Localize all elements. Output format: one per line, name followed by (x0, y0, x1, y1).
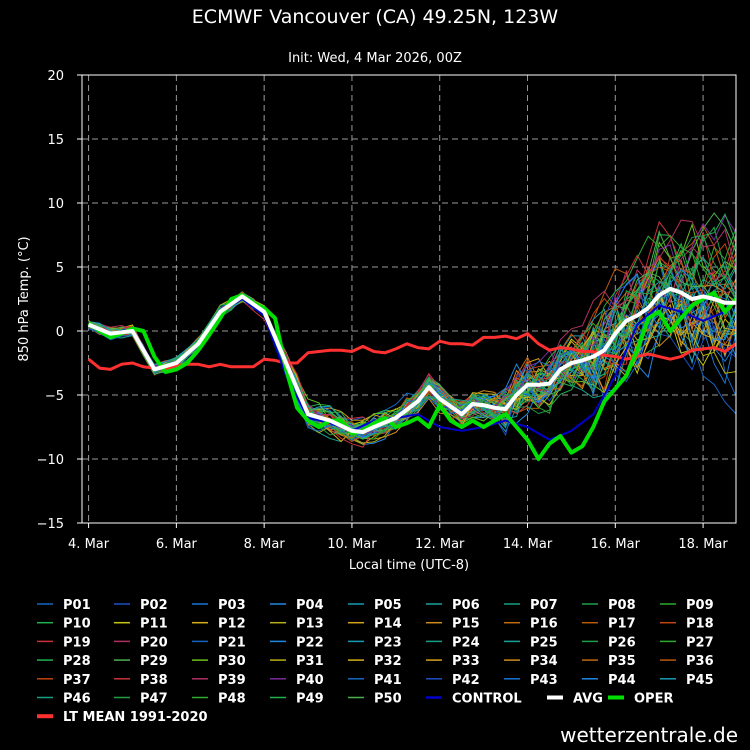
legend-label-p42: P42 (452, 673, 480, 688)
y-tick-label: 10 (47, 197, 64, 212)
legend-label-p39: P39 (218, 673, 246, 688)
plot-frame (81, 74, 737, 524)
y-tick-label: 0 (56, 325, 64, 340)
series-line-avg (87, 286, 736, 435)
legend-label-p09: P09 (686, 598, 714, 613)
legend-label-p23: P23 (374, 635, 402, 650)
x-tick-label: 18. Mar (678, 537, 728, 552)
legend-label-p22: P22 (296, 635, 324, 650)
legend-label-p15: P15 (452, 617, 480, 632)
legend-label-p25: P25 (530, 635, 558, 650)
legend-label-avg: AVG (573, 692, 603, 707)
legend-label-p26: P26 (608, 635, 636, 650)
legend-label-p03: P03 (218, 598, 246, 613)
legend-label-p18: P18 (686, 617, 714, 632)
x-tick-label: 4. Mar (68, 537, 110, 552)
y-tick-label: 5 (56, 261, 64, 276)
legend-label-p02: P02 (140, 598, 168, 613)
main-series (87, 286, 736, 461)
x-tick-label: 8. Mar (244, 537, 286, 552)
legend-label-p21: P21 (218, 635, 246, 650)
legend-label-p45: P45 (686, 673, 714, 688)
legend-label-p13: P13 (296, 617, 324, 632)
series-line-oper (87, 290, 736, 461)
legend-label-p27: P27 (686, 635, 714, 650)
legend-label-p30: P30 (218, 654, 246, 669)
legend-label-p07: P07 (530, 598, 558, 613)
x-tick-label: 12. Mar (415, 537, 465, 552)
y-tick-label: 15 (47, 133, 64, 148)
chart-subtitle: Init: Wed, 4 Mar 2026, 00Z (288, 51, 462, 66)
y-tick-label: −10 (37, 453, 64, 468)
x-tick-label: 10. Mar (327, 537, 377, 552)
legend-label-p12: P12 (218, 617, 246, 632)
legend-label-p47: P47 (140, 692, 168, 707)
y-tick-label: −15 (37, 517, 64, 532)
legend-label-p24: P24 (452, 635, 480, 650)
series-line-lt-mean-1991-2020 (87, 332, 736, 371)
x-tick-label: 16. Mar (591, 537, 641, 552)
watermark: wetterzentrale.de (560, 723, 738, 747)
legend-label-p20: P20 (140, 635, 168, 650)
legend-label-p08: P08 (608, 598, 636, 613)
legend-label-p35: P35 (608, 654, 636, 669)
legend-label-p14: P14 (374, 617, 402, 632)
x-tick-label: 6. Mar (156, 537, 198, 552)
axis-ticks: −15 −10 −5 0 5 10 15 20 4. Mar 6. Mar 8. Mar 10. Ma… (37, 69, 729, 552)
legend-label-control: CONTROL (452, 692, 522, 707)
legend-label-p19: P19 (63, 635, 91, 650)
legend-label-p32: P32 (374, 654, 402, 669)
legend-label-p48: P48 (218, 692, 246, 707)
legend-label-p40: P40 (296, 673, 324, 688)
legend-label-p33: P33 (452, 654, 480, 669)
ensemble-members (88, 212, 736, 448)
legend-label-p50: P50 (374, 692, 402, 707)
y-tick-label: −5 (45, 389, 64, 404)
legend-label-p37: P37 (63, 673, 91, 688)
legend-label-p43: P43 (530, 673, 558, 688)
legend-label-lt-mean: LT MEAN 1991-2020 (63, 710, 208, 725)
legend-label-p34: P34 (530, 654, 558, 669)
x-tick-label: 14. Mar (503, 537, 553, 552)
legend-label-p17: P17 (608, 617, 636, 632)
legend: P01 P02 P03 P04 P05 P06 P07 P08 P09 P10 P11 P12 P13 P… (37, 598, 714, 725)
legend-label-p36: P36 (686, 654, 714, 669)
legend-label-p29: P29 (140, 654, 168, 669)
legend-label-oper: OPER (634, 692, 673, 707)
legend-label-p44: P44 (608, 673, 636, 688)
legend-label-p28: P28 (63, 654, 91, 669)
legend-label-p04: P04 (296, 598, 324, 613)
legend-label-p05: P05 (374, 598, 402, 613)
chart-title: ECMWF Vancouver (CA) 49.25N, 123W (192, 6, 559, 28)
legend-label-p06: P06 (452, 598, 480, 613)
legend-label-p01: P01 (63, 598, 91, 613)
y-axis-label: 850 hPa Temp. (°C) (17, 236, 32, 361)
legend-label-p31: P31 (296, 654, 324, 669)
member-line-p45 (88, 267, 736, 431)
legend-label-p41: P41 (374, 673, 402, 688)
legend-label-p46: P46 (63, 692, 91, 707)
x-axis-label: Local time (UTC-8) (349, 558, 469, 573)
legend-label-p16: P16 (530, 617, 558, 632)
legend-label-p10: P10 (63, 617, 91, 632)
legend-label-p49: P49 (296, 692, 324, 707)
legend-label-p38: P38 (140, 673, 168, 688)
legend-label-p11: P11 (140, 617, 168, 632)
y-tick-label: 20 (47, 69, 64, 84)
